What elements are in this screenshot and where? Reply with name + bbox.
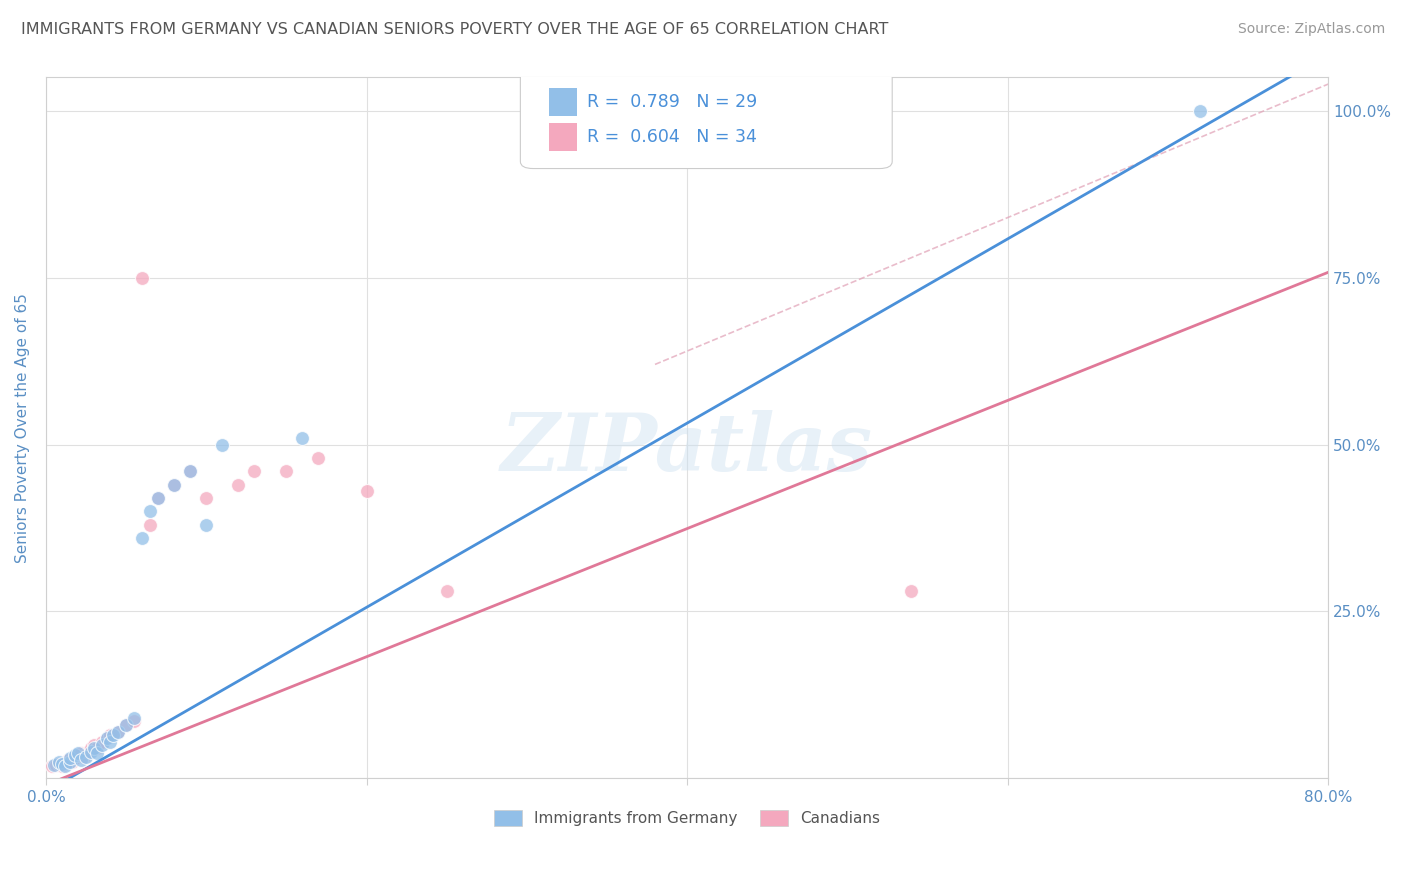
Point — [122, 711, 145, 725]
Point — [41, 759, 63, 773]
Point — [139, 504, 162, 518]
Point — [80, 741, 103, 756]
Point — [70, 746, 93, 760]
Point — [48, 755, 70, 769]
Point — [83, 738, 105, 752]
Point — [53, 755, 76, 769]
Point — [42, 757, 65, 772]
Point — [179, 464, 201, 478]
Point — [139, 517, 162, 532]
Point — [91, 734, 114, 748]
Point — [226, 477, 249, 491]
Point — [96, 731, 118, 746]
Point — [63, 747, 86, 762]
Point — [58, 752, 80, 766]
FancyBboxPatch shape — [548, 88, 576, 116]
Point — [51, 759, 73, 773]
Point — [66, 746, 89, 760]
FancyBboxPatch shape — [520, 70, 893, 169]
Text: IMMIGRANTS FROM GERMANY VS CANADIAN SENIORS POVERTY OVER THE AGE OF 65 CORRELATI: IMMIGRANTS FROM GERMANY VS CANADIAN SENI… — [21, 22, 889, 37]
Point — [59, 751, 82, 765]
Point — [115, 718, 138, 732]
Point — [53, 759, 76, 773]
Point — [103, 728, 125, 742]
Point — [243, 464, 266, 478]
FancyBboxPatch shape — [548, 123, 576, 151]
Point — [122, 714, 145, 729]
Point — [73, 750, 96, 764]
Text: R =  0.604   N = 34: R = 0.604 N = 34 — [588, 128, 756, 146]
Point — [146, 491, 169, 505]
Point — [51, 756, 73, 771]
Point — [195, 491, 218, 505]
Point — [98, 728, 121, 742]
Point — [96, 731, 118, 746]
Point — [83, 741, 105, 756]
Point — [107, 724, 129, 739]
Point — [179, 464, 201, 478]
Point — [291, 431, 314, 445]
Point — [356, 484, 378, 499]
Point — [900, 584, 922, 599]
Point — [48, 756, 70, 771]
Point — [307, 450, 329, 465]
Point — [59, 755, 82, 769]
Point — [63, 751, 86, 765]
Point — [75, 750, 97, 764]
Point — [211, 437, 233, 451]
Point — [91, 738, 114, 752]
Point — [131, 531, 153, 545]
Text: Source: ZipAtlas.com: Source: ZipAtlas.com — [1237, 22, 1385, 37]
Point — [98, 734, 121, 748]
Text: R =  0.789   N = 29: R = 0.789 N = 29 — [588, 93, 758, 111]
Point — [76, 745, 98, 759]
Point — [70, 752, 93, 766]
Point — [195, 517, 218, 532]
Point — [115, 718, 138, 732]
Point — [86, 741, 108, 756]
Point — [163, 477, 186, 491]
Y-axis label: Seniors Poverty Over the Age of 65: Seniors Poverty Over the Age of 65 — [15, 293, 30, 563]
Point — [45, 757, 67, 772]
Point — [276, 464, 298, 478]
Point — [86, 746, 108, 760]
Point — [107, 724, 129, 739]
Legend: Immigrants from Germany, Canadians: Immigrants from Germany, Canadians — [486, 803, 887, 834]
Point — [66, 747, 89, 762]
Point — [80, 745, 103, 759]
Point — [1188, 103, 1211, 118]
Point — [146, 491, 169, 505]
Point — [60, 755, 83, 769]
Point — [436, 584, 458, 599]
Point — [131, 270, 153, 285]
Text: ZIPatlas: ZIPatlas — [501, 410, 873, 488]
Point — [163, 477, 186, 491]
